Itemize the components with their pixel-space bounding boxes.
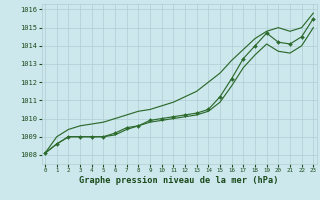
X-axis label: Graphe pression niveau de la mer (hPa): Graphe pression niveau de la mer (hPa) bbox=[79, 176, 279, 185]
